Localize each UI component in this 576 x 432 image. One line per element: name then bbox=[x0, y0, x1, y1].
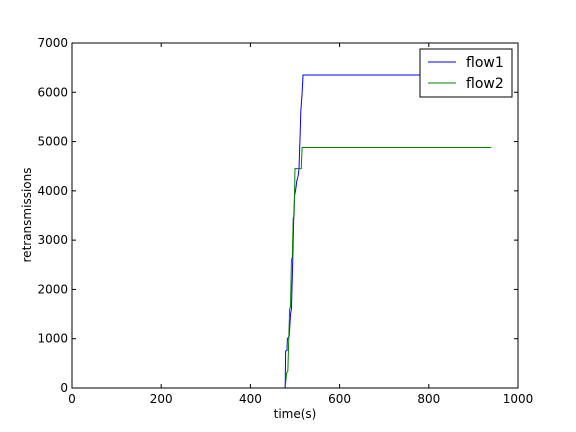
y-tick-label: 5000 bbox=[37, 135, 68, 149]
y-axis-ticks: 0 1000 2000 3000 4000 5000 6000 7000 bbox=[37, 36, 518, 395]
y-tick-label: 6000 bbox=[37, 85, 68, 99]
legend: flow1 flow2 bbox=[419, 48, 513, 98]
x-axis-title: time(s) bbox=[274, 407, 317, 421]
legend-label-flow1: flow1 bbox=[466, 55, 504, 71]
legend-label-flow2: flow2 bbox=[466, 76, 504, 92]
y-tick-label: 2000 bbox=[37, 282, 68, 296]
y-tick-label: 1000 bbox=[37, 332, 68, 346]
legend-box bbox=[419, 48, 513, 98]
x-tick-label: 400 bbox=[239, 392, 262, 406]
x-tick-label: 800 bbox=[417, 392, 440, 406]
x-axis-ticks: 0 200 400 600 800 1000 bbox=[68, 43, 533, 406]
series-line-flow1 bbox=[72, 74, 492, 389]
x-tick-label: 600 bbox=[328, 392, 351, 406]
series-line-flow2 bbox=[72, 146, 492, 389]
y-axis-title: retransmissions bbox=[20, 168, 34, 263]
x-tick-label: 200 bbox=[150, 392, 173, 406]
y-tick-label: 7000 bbox=[37, 36, 68, 50]
x-tick-label: 1000 bbox=[503, 392, 534, 406]
x-tick-label: 0 bbox=[68, 392, 76, 406]
y-tick-label: 3000 bbox=[37, 233, 68, 247]
y-tick-label: 4000 bbox=[37, 184, 68, 198]
plot-frame bbox=[71, 42, 519, 389]
plot-lines bbox=[72, 74, 492, 389]
y-tick-label: 0 bbox=[60, 381, 68, 395]
